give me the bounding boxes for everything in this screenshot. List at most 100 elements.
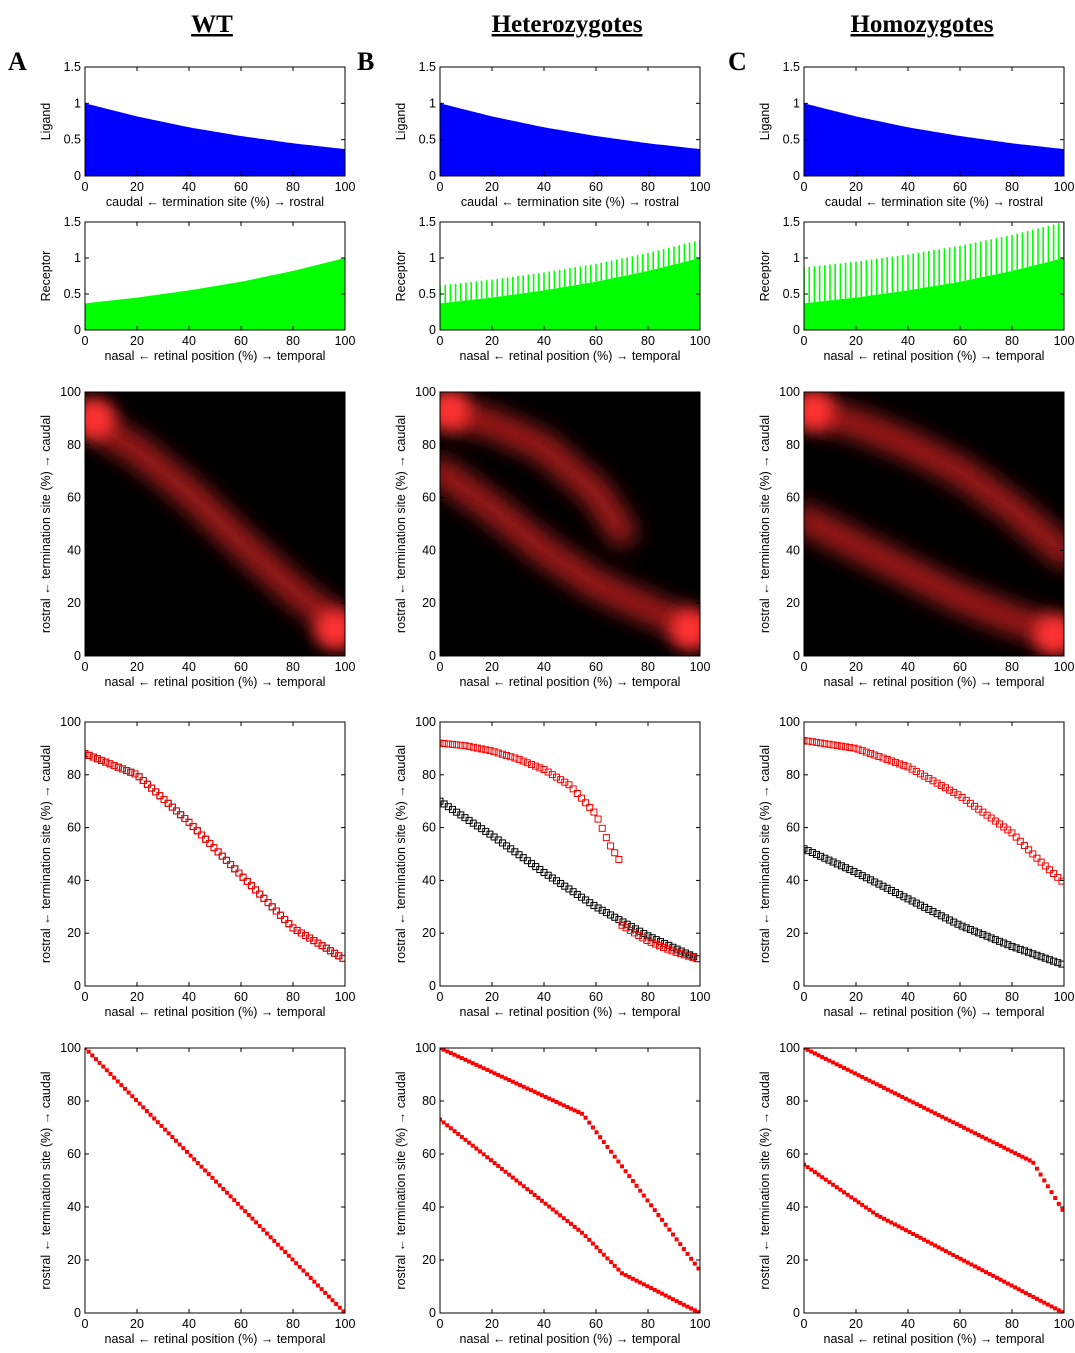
y-tick-label: 40 xyxy=(786,873,800,887)
data-point xyxy=(243,877,251,885)
y-tick-label: 20 xyxy=(67,596,81,610)
data-point xyxy=(547,1204,552,1209)
data-point xyxy=(199,1164,204,1169)
data-point xyxy=(227,861,235,869)
x-tick-label: 80 xyxy=(1005,660,1019,674)
data-point xyxy=(576,1110,581,1115)
x-tick-label: 80 xyxy=(286,660,300,674)
data-point xyxy=(950,918,958,926)
data-point xyxy=(586,803,594,811)
data-point xyxy=(875,753,883,761)
y-tick-label: 1 xyxy=(793,96,800,110)
data-point xyxy=(155,1120,160,1125)
x-tick-label: 100 xyxy=(1054,180,1075,194)
data-point xyxy=(867,1078,872,1083)
data-point xyxy=(921,772,929,780)
data-point xyxy=(503,751,511,759)
data-point xyxy=(674,1237,679,1242)
data-point xyxy=(110,762,118,770)
y-tick-label: 100 xyxy=(60,385,81,399)
data-point xyxy=(979,931,987,939)
x-tick-label: 20 xyxy=(130,660,144,674)
data-point xyxy=(598,1248,603,1253)
heatmap-ridge xyxy=(804,396,1064,567)
data-point xyxy=(104,1068,109,1073)
data-point xyxy=(954,920,962,928)
data-point xyxy=(247,882,255,890)
data-point xyxy=(511,754,519,762)
data-point xyxy=(962,1258,967,1263)
y-tick-label: 20 xyxy=(786,1253,800,1267)
data-point xyxy=(975,929,983,937)
data-point xyxy=(1041,954,1049,962)
data-point xyxy=(829,741,837,749)
x-tick-label: 60 xyxy=(953,660,967,674)
data-point xyxy=(929,777,937,785)
data-point xyxy=(689,1256,694,1261)
data-point xyxy=(896,1224,901,1229)
y-tick-label: 0 xyxy=(429,323,436,337)
y-tick-label: 100 xyxy=(415,385,436,399)
data-point xyxy=(130,1094,135,1099)
chart-B-receptor: 0 20 40 60 80 100 0 0.5 1 1.5 nasal ← retinal posi… xyxy=(394,215,710,363)
data-point xyxy=(197,831,205,839)
x-tick-label: 60 xyxy=(234,334,248,348)
data-point xyxy=(834,1062,839,1067)
data-point xyxy=(135,773,143,781)
data-point xyxy=(849,1069,854,1074)
data-point xyxy=(887,886,895,894)
y-tick-label: 60 xyxy=(422,1147,436,1161)
data-point xyxy=(1029,850,1037,858)
axes-frame xyxy=(803,1047,1065,1314)
data-point xyxy=(185,818,193,826)
data-point xyxy=(1034,1166,1039,1171)
data-point xyxy=(90,1053,95,1058)
data-point xyxy=(856,1073,861,1078)
data-point xyxy=(984,1270,988,1275)
data-point xyxy=(900,893,908,901)
data-point xyxy=(605,1256,610,1261)
y-tick-label: 40 xyxy=(67,873,81,887)
data-point xyxy=(488,1158,493,1163)
data-point xyxy=(630,1178,635,1183)
data-point xyxy=(645,1284,650,1289)
data-point xyxy=(448,740,456,748)
data-point xyxy=(685,1251,690,1256)
data-point xyxy=(911,1100,916,1105)
chart-B-heatmap: 0 20 40 60 80 100 0 20 40 60 80 100 nasal ← retinal … xyxy=(394,385,710,689)
data-point xyxy=(254,1220,259,1225)
data-point xyxy=(965,1260,970,1265)
data-point xyxy=(696,1310,700,1313)
x-tick-label: 20 xyxy=(485,1317,499,1331)
data-point xyxy=(850,744,858,752)
data-point xyxy=(958,1256,963,1261)
data-point xyxy=(681,1302,686,1307)
data-point xyxy=(966,926,974,934)
data-point xyxy=(252,886,260,894)
data-point xyxy=(1045,1184,1050,1189)
x-tick-label: 80 xyxy=(641,990,655,1004)
data-point xyxy=(210,844,218,852)
y-tick-label: 60 xyxy=(786,1147,800,1161)
data-point xyxy=(232,1198,237,1203)
y-tick-label: 0 xyxy=(74,323,81,337)
data-point xyxy=(837,862,845,870)
data-point xyxy=(456,1132,461,1137)
heatmap-hotspot xyxy=(1033,614,1064,655)
x-tick-label: 100 xyxy=(335,334,356,348)
x-tick-label: 100 xyxy=(690,1317,711,1331)
x-tick-label: 20 xyxy=(849,180,863,194)
data-point xyxy=(656,1289,661,1294)
chart-C-heatmap: 0 20 40 60 80 100 0 20 40 60 80 100 nasal ← retinal … xyxy=(758,385,1074,689)
data-point xyxy=(1053,1196,1058,1201)
data-point xyxy=(463,1137,468,1142)
data-point xyxy=(1002,1279,1007,1284)
data-point xyxy=(210,1175,215,1180)
x-tick-label: 40 xyxy=(182,180,196,194)
heatmap-area xyxy=(804,392,1064,656)
data-point xyxy=(918,1235,923,1240)
data-point xyxy=(507,1172,512,1177)
axes-frame xyxy=(84,221,346,331)
y-tick-label: 0 xyxy=(429,979,436,993)
data-point xyxy=(933,1111,938,1116)
